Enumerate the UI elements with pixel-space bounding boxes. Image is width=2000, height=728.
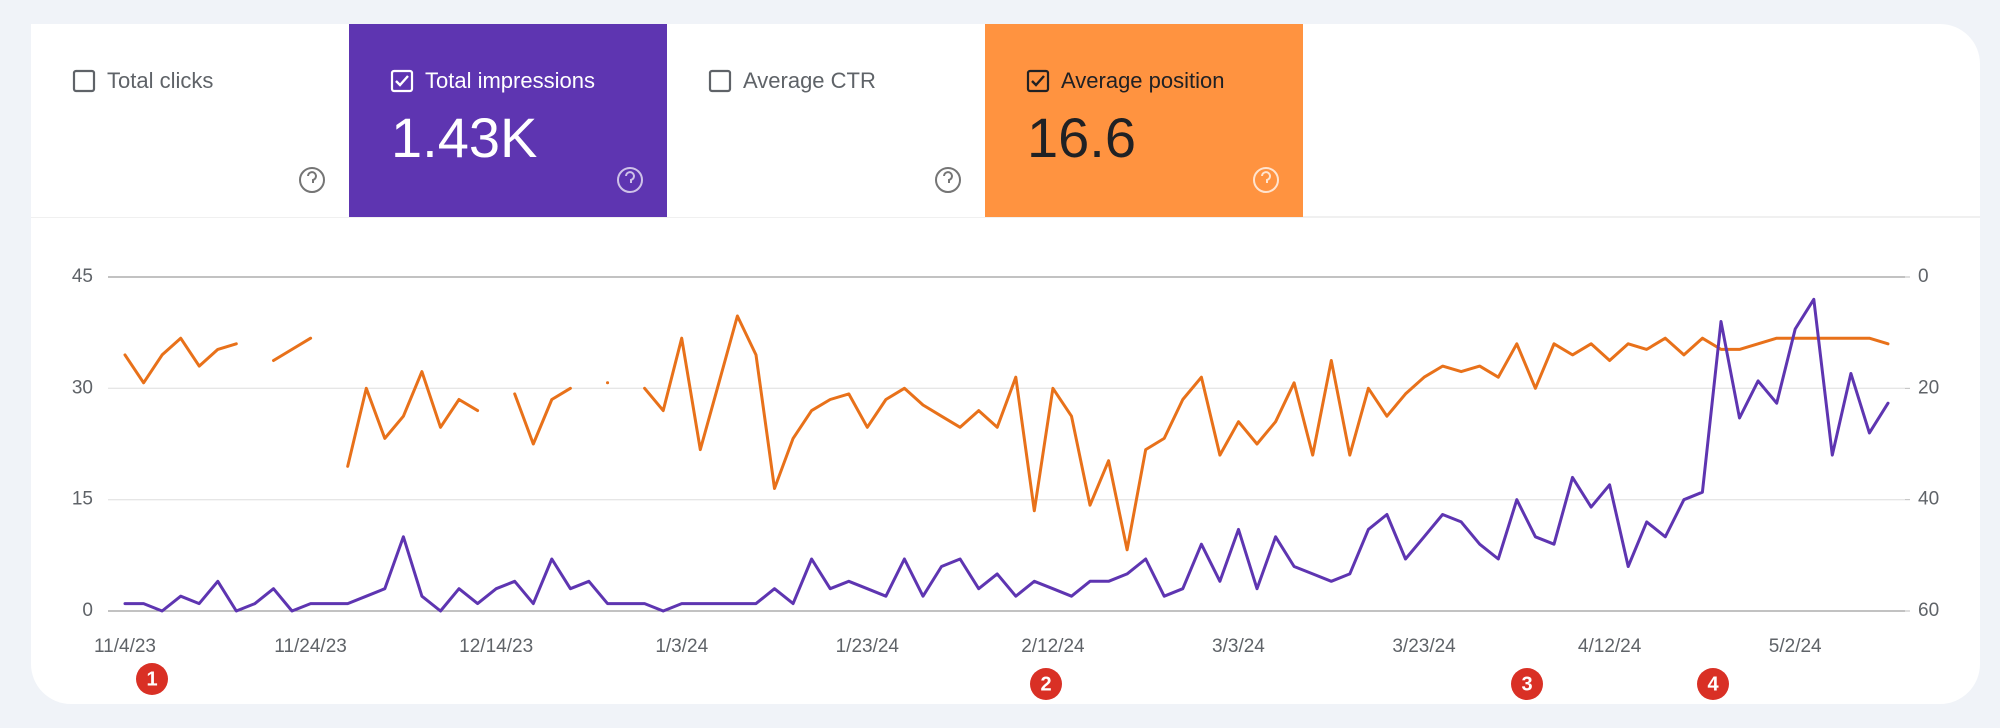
x-tick-label: 3/23/24 [1392, 636, 1456, 657]
y2-tick-label: 40 [1918, 489, 1939, 510]
annotation-label: 4 [1707, 673, 1719, 695]
metric-tile[interactable]: Total clicks [31, 24, 349, 217]
annotation-label: 2 [1040, 673, 1051, 695]
series-line [123, 314, 1890, 552]
metric-value: 16.6 [1027, 106, 1136, 169]
metric-tile[interactable]: Total impressions 1.43K [349, 24, 667, 217]
annotation-label: 3 [1521, 673, 1532, 695]
help-icon[interactable] [617, 167, 643, 193]
x-tick-label: 1/23/24 [836, 636, 900, 657]
metric-label: Total clicks [107, 68, 213, 93]
metric-tile[interactable]: Average CTR [667, 24, 985, 217]
annotation-badge [1511, 668, 1543, 700]
annotation-badge [136, 663, 168, 695]
x-tick-label: 11/24/23 [274, 636, 347, 657]
y2-tick-label: 20 [1918, 377, 1939, 398]
tile-bg [349, 24, 667, 217]
metric-label: Total impressions [425, 68, 595, 93]
help-icon[interactable] [935, 167, 961, 193]
y-tick-label: 45 [72, 266, 93, 287]
tile-bg [985, 24, 1303, 217]
metric-label: Average CTR [743, 68, 876, 93]
series-line [123, 297, 1890, 613]
metric-value: 1.43K [391, 106, 537, 169]
x-tick-label: 2/12/24 [1021, 636, 1085, 657]
y2-tick-label: 60 [1918, 600, 1939, 621]
x-tick-label: 5/2/24 [1769, 636, 1822, 657]
tile-bg [31, 24, 349, 217]
help-glyph [1261, 171, 1271, 183]
x-tick-label: 4/12/24 [1578, 636, 1642, 657]
checkmark [395, 75, 409, 87]
x-tick-label: 11/4/23 [94, 636, 156, 657]
checkmark [1031, 75, 1045, 87]
help-glyph [307, 171, 317, 183]
annotation[interactable]: 3 [1511, 668, 1543, 700]
annotation[interactable]: 2 [1030, 668, 1062, 700]
x-tick-label: 12/14/23 [459, 636, 533, 657]
y2-tick-label: 0 [1918, 266, 1929, 287]
x-tick-label: 3/3/24 [1212, 636, 1265, 657]
y-tick-label: 15 [72, 489, 93, 510]
annotation-label: 1 [146, 668, 157, 690]
checkbox[interactable] [390, 69, 414, 93]
checkbox[interactable] [708, 69, 732, 93]
help-icon[interactable] [1253, 167, 1279, 193]
metric-label: Average position [1061, 68, 1225, 93]
checkbox[interactable] [1026, 69, 1050, 93]
annotation[interactable]: 1 [136, 663, 168, 695]
checkbox[interactable] [72, 69, 96, 93]
x-tick-label: 1/3/24 [655, 636, 708, 657]
help-glyph [943, 171, 953, 183]
annotation[interactable]: 4 [1697, 668, 1729, 700]
help-icon[interactable] [299, 167, 325, 193]
annotation-badge [1030, 668, 1062, 700]
metric-tile[interactable]: Average position 16.6 [985, 24, 1303, 217]
y-tick-label: 30 [72, 377, 93, 398]
annotation-badge [1697, 668, 1729, 700]
y-tick-label: 0 [82, 600, 93, 621]
tile-bg [667, 24, 985, 217]
help-glyph [625, 171, 635, 183]
